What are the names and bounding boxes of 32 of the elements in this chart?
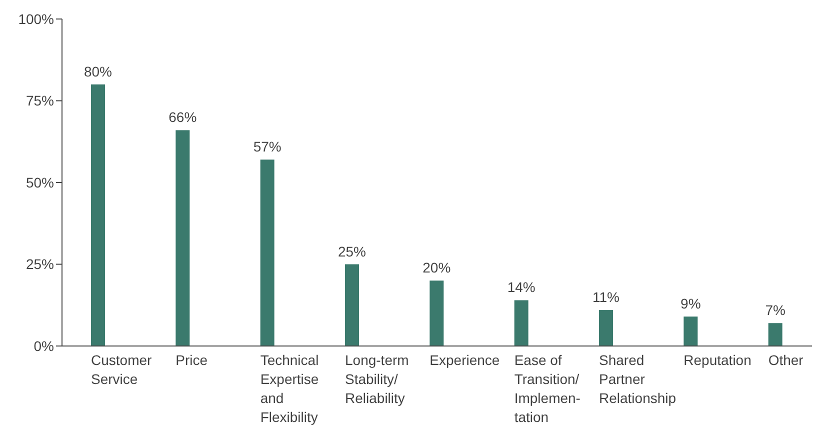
- x-tick-label: Ease of Transition/ Implemen-tation: [514, 352, 581, 425]
- data-label: 25%: [338, 243, 366, 260]
- y-tick-label: 50%: [26, 174, 54, 190]
- bar: [345, 264, 359, 346]
- bar: [260, 160, 274, 346]
- bar: [599, 310, 613, 346]
- data-label: 57%: [253, 138, 282, 155]
- bar: [430, 280, 444, 346]
- bar: [684, 316, 698, 346]
- y-tick-label: 100%: [18, 10, 54, 27]
- data-label: 9%: [680, 296, 701, 312]
- data-label: 80%: [84, 63, 112, 80]
- bar: [91, 84, 105, 346]
- data-label: 11%: [592, 289, 620, 306]
- y-tick-label: 25%: [26, 256, 54, 272]
- bar: [514, 300, 528, 346]
- data-label: 14%: [507, 279, 536, 296]
- data-label: 66%: [168, 109, 197, 126]
- x-tick-label: Long-term Stability/ Reliability: [345, 352, 409, 406]
- data-label: 20%: [422, 260, 451, 276]
- bar: [176, 130, 190, 346]
- data-label: 7%: [765, 302, 786, 318]
- x-tick-label: Experience: [430, 352, 500, 368]
- x-tick-label: Technical Expertise and Flexibility: [260, 352, 319, 425]
- x-tick-label: Reputation: [684, 352, 752, 368]
- y-tick-label: 0%: [34, 338, 54, 354]
- x-tick-label: Customer Service: [91, 352, 152, 387]
- x-tick-label: Price: [176, 352, 208, 368]
- y-tick-label: 75%: [26, 92, 54, 109]
- x-tick-label: Shared Partner Relationship: [599, 352, 676, 406]
- bar: [768, 323, 782, 346]
- x-tick-label: Other: [768, 352, 804, 368]
